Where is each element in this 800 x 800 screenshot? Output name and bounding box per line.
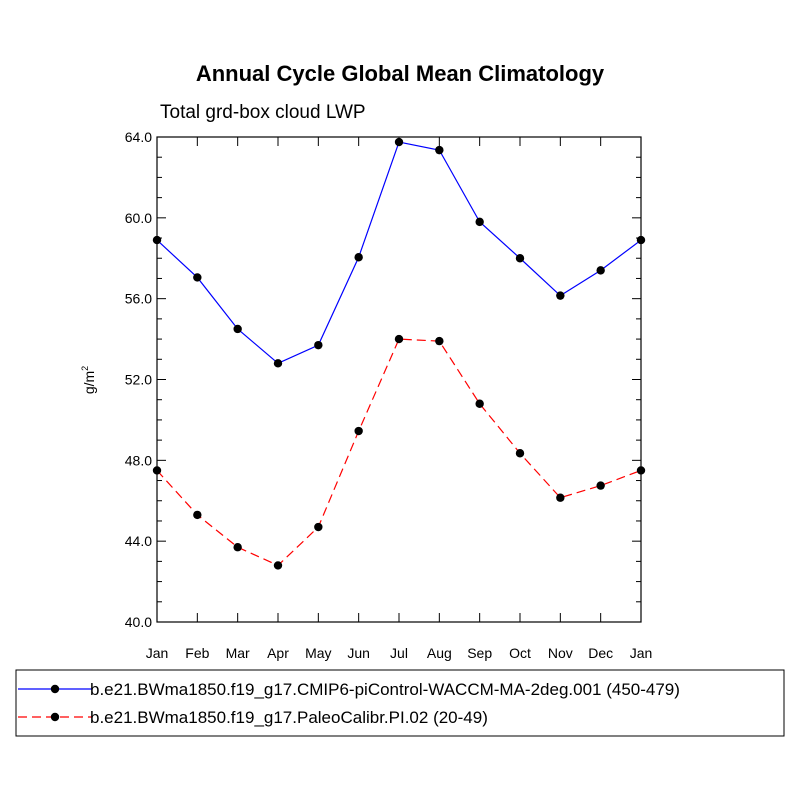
chart-title: Annual Cycle Global Mean Climatology <box>196 61 605 86</box>
y-tick-label: 40.0 <box>125 614 152 630</box>
x-tick-label: Sep <box>467 645 492 661</box>
data-point-series-2 <box>556 493 565 502</box>
data-point-series-1 <box>475 217 484 227</box>
y-tick-label: 60.0 <box>125 210 152 226</box>
y-axis-label: g/m2 <box>80 366 97 394</box>
y-axis-label-exponent: 2 <box>80 366 90 371</box>
y-tick-label: 44.0 <box>125 533 152 549</box>
data-point-series-2 <box>314 522 323 532</box>
plot-frame <box>156 136 642 623</box>
legend-box <box>15 669 785 737</box>
data-point-series-2 <box>475 399 484 408</box>
data-point-series-2 <box>435 336 444 346</box>
data-point-series-1 <box>233 324 242 334</box>
x-tick-label: May <box>305 645 331 661</box>
x-tick-label: Dec <box>588 645 613 661</box>
series-line-1 <box>156 141 642 365</box>
data-point-series-1 <box>354 253 363 262</box>
data-point-series-1 <box>273 359 283 368</box>
data-point-series-2 <box>515 449 525 458</box>
y-tick-label: 52.0 <box>125 372 152 388</box>
data-point-series-1 <box>314 340 323 350</box>
data-point-series-1 <box>394 137 404 147</box>
legend-label-series-1: b.e21.BWma1850.f19_g17.CMIP6-piControl-W… <box>90 680 680 699</box>
series-line-2 <box>156 338 642 567</box>
x-tick-label: Nov <box>548 645 573 661</box>
y-tick-label: 48.0 <box>125 452 152 468</box>
x-tick-label: Jul <box>390 645 408 661</box>
data-point-series-2 <box>354 426 363 436</box>
legend-label-series-2: b.e21.BWma1850.f19_g17.PaleoCalibr.PI.02… <box>90 708 488 727</box>
x-tick-label: Oct <box>509 645 531 661</box>
x-tick-label: Feb <box>185 645 209 661</box>
x-tick-label: Jun <box>347 645 370 661</box>
data-point-series-2 <box>273 561 283 570</box>
data-point-series-2 <box>233 543 242 552</box>
data-point-series-1 <box>193 273 202 282</box>
data-point-series-2 <box>394 334 404 344</box>
data-point-series-2 <box>193 510 202 520</box>
y-axis-label-unit: g/m <box>81 371 97 394</box>
y-tick-label: 56.0 <box>125 291 152 307</box>
data-point-series-2 <box>596 481 605 490</box>
data-point-series-1 <box>556 291 565 300</box>
x-tick-label: Mar <box>226 645 250 661</box>
x-tick-label: Jan <box>630 645 653 661</box>
y-tick-label: 64.0 <box>125 129 152 145</box>
legend: b.e21.BWma1850.f19_g17.CMIP6-piControl-W… <box>15 669 785 737</box>
legend-marker-series-2 <box>50 712 60 722</box>
chart-subtitle: Total grd-box cloud LWP <box>160 102 366 123</box>
data-point-series-1 <box>515 254 525 263</box>
data-point-series-1 <box>596 266 605 275</box>
x-tick-label: Apr <box>267 645 289 661</box>
legend-marker-series-1 <box>50 684 60 694</box>
data-point-series-1 <box>435 145 444 155</box>
x-tick-label: Jan <box>146 645 169 661</box>
x-tick-label: Aug <box>427 645 452 661</box>
